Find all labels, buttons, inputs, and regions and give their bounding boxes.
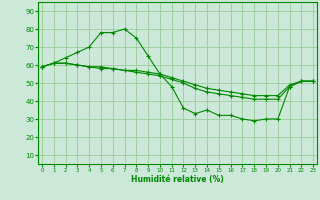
X-axis label: Humidité relative (%): Humidité relative (%) [131,175,224,184]
